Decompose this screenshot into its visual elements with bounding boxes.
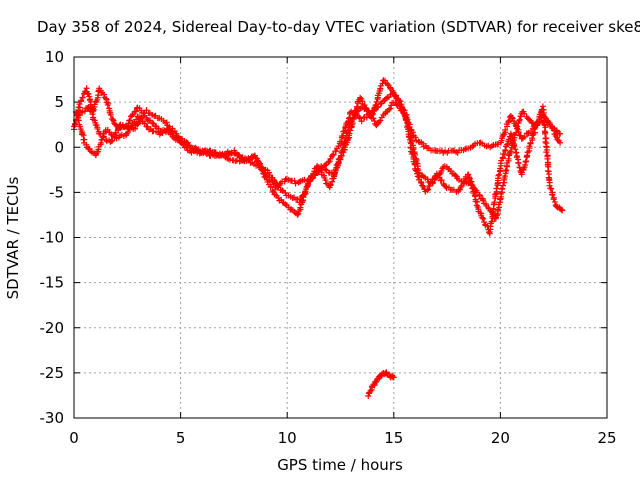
y-tick-label: -15 (40, 274, 65, 292)
data-point (79, 131, 85, 137)
y-tick-label: 10 (45, 48, 64, 66)
y-tick-label: -5 (49, 183, 64, 201)
series-track-c (75, 95, 563, 222)
x-tick-label: 5 (176, 429, 186, 447)
data-point (503, 167, 509, 173)
axis-ticks: 0 5 10 15 20 25 10 5 0 -5 -10 -15 -20 -25 -30 (40, 48, 617, 447)
x-tick-label: 0 (69, 429, 79, 447)
data-point (493, 185, 499, 191)
y-tick-label: 0 (54, 138, 64, 156)
x-axis-label: GPS time / hours (277, 456, 403, 474)
data-point (543, 144, 549, 150)
data-point (542, 139, 548, 145)
data-point (387, 106, 393, 112)
data-point (477, 192, 483, 198)
y-axis-label: SDTVAR / TECUs (4, 176, 22, 299)
y-tick-label: -25 (40, 364, 65, 382)
data-point (516, 160, 522, 166)
x-tick-label: 20 (491, 429, 510, 447)
series-track-d (365, 369, 397, 399)
y-tick-label: -20 (40, 319, 65, 337)
data-point (496, 172, 502, 178)
x-tick-label: 25 (597, 429, 616, 447)
data-points (71, 77, 565, 399)
grid-lines (74, 57, 607, 418)
data-point (517, 117, 523, 123)
y-tick-label: 5 (54, 93, 64, 111)
sdtvar-chart: Day 358 of 2024, Sidereal Day-to-day VTE… (0, 0, 640, 480)
chart-title: Day 358 of 2024, Sidereal Day-to-day VTE… (37, 18, 640, 36)
data-point (513, 150, 519, 156)
x-tick-label: 10 (278, 429, 297, 447)
series-track-a (71, 85, 563, 218)
data-point (523, 158, 529, 164)
data-point (499, 186, 505, 192)
x-tick-label: 15 (384, 429, 403, 447)
y-tick-label: -10 (40, 229, 65, 247)
y-tick-label: -30 (40, 409, 65, 427)
